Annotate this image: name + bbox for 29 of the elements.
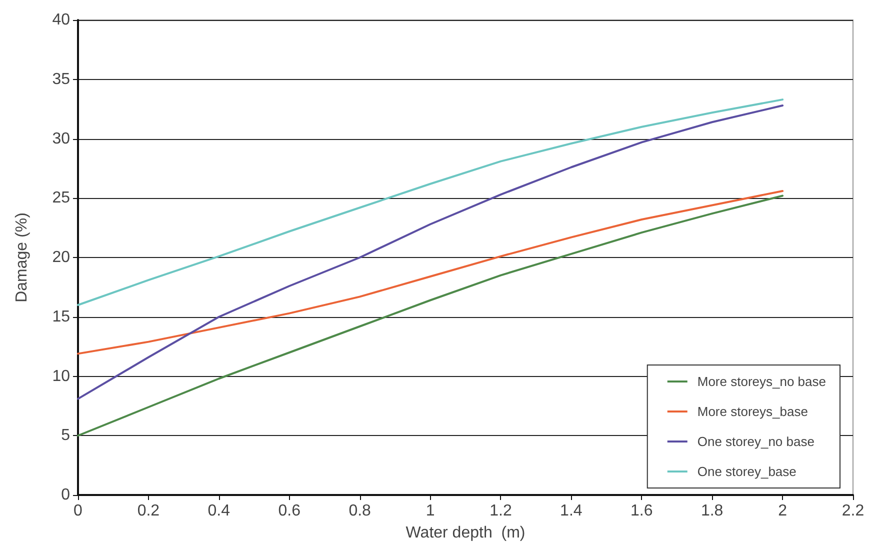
x-axis-title: Water depth (m) [406,524,526,542]
y-tick-label: 5 [61,427,70,444]
legend-label: More storeys_base [697,404,808,419]
x-tick-label: 2.2 [842,502,864,520]
y-tick-label: 40 [52,12,70,28]
x-tick-label: 0.8 [348,502,372,520]
x-tick-label: 0.4 [208,502,230,520]
legend-label: One storey_no base [697,434,814,449]
x-tick-label: 1 [426,502,435,520]
y-tick-label: 25 [52,190,70,207]
x-tick-label: 0.2 [137,502,160,520]
y-tick-label: 0 [61,486,70,504]
line-series [77,98,784,306]
x-tick-label: 1.6 [630,502,653,520]
x-tick-label: 2 [778,502,788,520]
legend-label: One storey_base [697,464,796,479]
y-tick-label: 30 [52,130,70,148]
x-tick-label: 1.4 [560,502,582,520]
line-series [77,190,784,355]
legend-label: More storeys_no base [697,374,826,389]
y-tick-label: 10 [52,368,70,385]
y-tick-label: 35 [52,70,70,88]
x-tick-label: 1.8 [700,502,724,520]
y-tick-label: 20 [52,249,70,266]
x-tick-label: 1.2 [490,502,512,520]
x-tick-label: 0.6 [278,502,301,520]
y-axis-title: Damage (%) [14,212,30,302]
y-tick-label: 15 [52,308,70,326]
x-tick-label: 0 [74,502,83,520]
